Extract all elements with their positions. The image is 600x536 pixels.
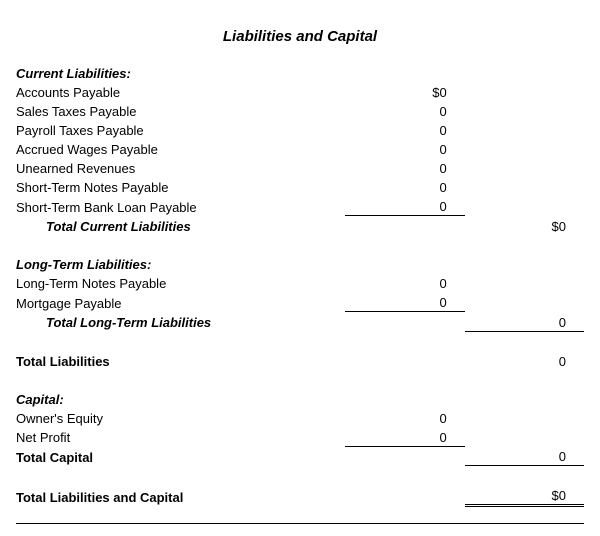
spacer — [16, 370, 584, 389]
row-amount: 0 — [345, 292, 464, 312]
row-label: Net Profit — [16, 427, 345, 447]
total-liabilities-row: Total Liabilities 0 — [16, 351, 584, 370]
total-long-term-liabilities-amount: 0 — [465, 312, 584, 332]
total-current-liabilities-amount: $0 — [465, 216, 584, 236]
total-long-term-liabilities-row: Total Long-Term Liabilities 0 — [16, 312, 584, 332]
row-amount: 0 — [345, 196, 464, 216]
row-amount: 0 — [345, 158, 464, 177]
total-current-liabilities-row: Total Current Liabilities $0 — [16, 216, 584, 236]
row-label: Short-Term Notes Payable — [16, 177, 345, 196]
table-row: Owner's Equity 0 — [16, 408, 584, 427]
total-capital-amount: 0 — [465, 446, 584, 466]
spacer — [16, 235, 584, 254]
table-row: Short-Term Notes Payable 0 — [16, 177, 584, 196]
row-amount: 0 — [345, 273, 464, 292]
table-row: Unearned Revenues 0 — [16, 158, 584, 177]
spacer — [16, 331, 584, 351]
row-label: Short-Term Bank Loan Payable — [16, 196, 345, 216]
total-current-liabilities-label: Total Current Liabilities — [16, 216, 345, 236]
row-label: Accounts Payable — [16, 82, 345, 101]
current-liabilities-heading-row: Current Liabilities: — [16, 63, 584, 82]
total-liabilities-amount: 0 — [465, 351, 584, 370]
total-capital-row: Total Capital 0 — [16, 446, 584, 466]
row-amount: 0 — [345, 101, 464, 120]
table-row: Sales Taxes Payable 0 — [16, 101, 584, 120]
grand-total-label: Total Liabilities and Capital — [16, 485, 345, 506]
row-amount: 0 — [345, 177, 464, 196]
row-amount: 0 — [345, 120, 464, 139]
section-title: Liabilities and Capital — [16, 0, 584, 63]
table-row: Payroll Taxes Payable 0 — [16, 120, 584, 139]
total-long-term-liabilities-label: Total Long-Term Liabilities — [16, 312, 345, 332]
bottom-rule — [16, 523, 584, 524]
long-term-liabilities-heading-row: Long-Term Liabilities: — [16, 254, 584, 273]
grand-total-amount: $0 — [465, 485, 584, 506]
row-label: Sales Taxes Payable — [16, 101, 345, 120]
total-liabilities-label: Total Liabilities — [16, 351, 345, 370]
capital-heading-row: Capital: — [16, 389, 584, 408]
grand-total-row: Total Liabilities and Capital $0 — [16, 485, 584, 506]
long-term-liabilities-heading: Long-Term Liabilities: — [16, 254, 345, 273]
row-label: Owner's Equity — [16, 408, 345, 427]
row-label: Unearned Revenues — [16, 158, 345, 177]
table-row: Accrued Wages Payable 0 — [16, 139, 584, 158]
row-label: Long-Term Notes Payable — [16, 273, 345, 292]
total-capital-label: Total Capital — [16, 446, 345, 466]
row-amount: 0 — [345, 139, 464, 158]
table-row: Long-Term Notes Payable 0 — [16, 273, 584, 292]
table-row: Accounts Payable $0 — [16, 82, 584, 101]
capital-heading: Capital: — [16, 389, 345, 408]
spacer — [16, 466, 584, 486]
row-label: Accrued Wages Payable — [16, 139, 345, 158]
row-amount: 0 — [345, 408, 464, 427]
row-label: Payroll Taxes Payable — [16, 120, 345, 139]
table-row: Net Profit 0 — [16, 427, 584, 447]
row-amount: $0 — [345, 82, 464, 101]
row-label: Mortgage Payable — [16, 292, 345, 312]
liabilities-capital-table: Current Liabilities: Accounts Payable $0… — [16, 63, 584, 507]
row-amount: 0 — [345, 427, 464, 447]
balance-sheet-section: Liabilities and Capital Current Liabilit… — [0, 0, 600, 536]
table-row: Short-Term Bank Loan Payable 0 — [16, 196, 584, 216]
current-liabilities-heading: Current Liabilities: — [16, 63, 345, 82]
table-row: Mortgage Payable 0 — [16, 292, 584, 312]
